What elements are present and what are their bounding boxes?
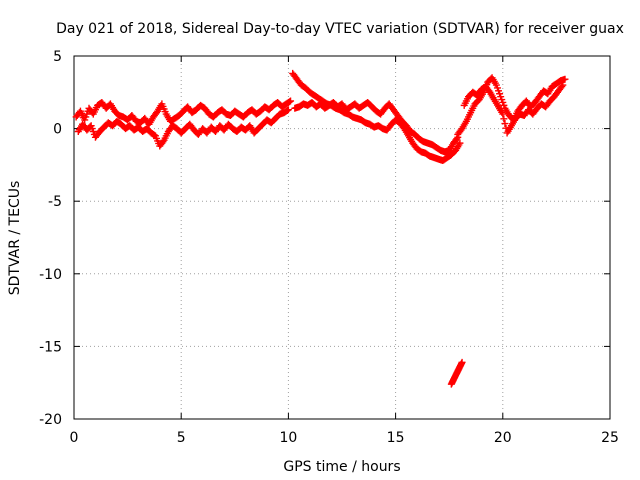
series-track-f [460, 81, 567, 137]
series-track-d [291, 98, 462, 156]
x-tick-label-2: 10 [279, 430, 297, 446]
y-tick-label-4: -15 [39, 339, 62, 355]
data-point-0-199 [285, 98, 293, 106]
x-tick-label-0: 0 [70, 430, 79, 446]
y-tick-label-5: -20 [39, 412, 62, 428]
data-point-3-151 [453, 135, 461, 143]
x-tick-label-3: 15 [387, 430, 405, 446]
x-axis-label: GPS time / hours [283, 459, 400, 475]
series-track-g [447, 358, 466, 388]
data-point-5-37 [500, 115, 508, 123]
chart-title: Day 021 of 2018, Sidereal Day-to-day VTE… [56, 21, 624, 37]
x-tick-labels: 0 5 10 15 20 25 [70, 430, 619, 446]
data-point-1-196 [284, 106, 292, 114]
axis-ticks [73, 55, 611, 420]
data-point-0-200 [287, 97, 295, 105]
y-tick-label-1: 0 [53, 122, 62, 138]
data-point-5-92 [559, 81, 567, 89]
series-track-b [74, 106, 292, 150]
x-tick-label-4: 20 [494, 430, 512, 446]
x-tick-label-1: 5 [177, 430, 186, 446]
data-point-5-38 [501, 120, 509, 128]
y-tick-label-3: -10 [39, 267, 62, 283]
y-axis-label: SDTVAR / TECUs [7, 181, 23, 296]
data-point-1-79 [159, 138, 167, 146]
data-point-4-100 [561, 75, 569, 83]
y-tick-labels: 5 0 -5 -10 -15 -20 [39, 49, 62, 428]
series-track-e [454, 74, 569, 138]
data-point-1-195 [283, 106, 291, 114]
data-point-5-36 [499, 110, 507, 118]
x-tick-label-5: 25 [601, 430, 619, 446]
y-tick-label-0: 5 [53, 49, 62, 65]
y-tick-label-2: -5 [48, 194, 62, 210]
series-track-a [72, 97, 295, 128]
data-points [72, 69, 569, 388]
data-point-2-156 [456, 139, 464, 147]
data-point-5-91 [558, 82, 566, 90]
plot-frame [73, 55, 611, 420]
data-point-6-20 [458, 358, 466, 366]
